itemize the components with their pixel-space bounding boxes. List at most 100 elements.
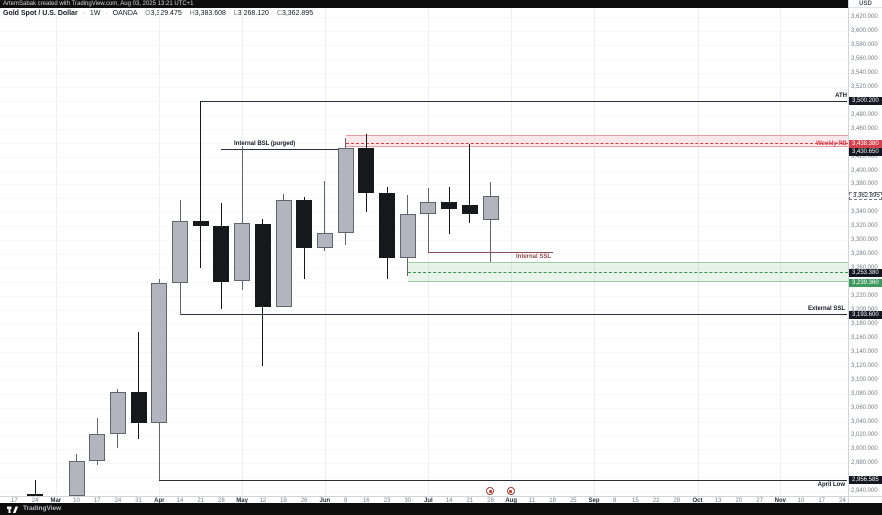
interval-label[interactable]: 1W <box>89 10 101 17</box>
price-tick-label: 3,180.000 <box>851 320 878 327</box>
price-badge-black: 2,956.585 <box>849 475 882 484</box>
time-day-label: 23 <box>383 498 391 504</box>
h-gridline <box>0 128 848 130</box>
april-low-label[interactable]: April Low <box>817 481 845 488</box>
h-gridline <box>0 323 848 325</box>
tradingview-brand-text[interactable]: TradingView <box>23 504 62 512</box>
candle-wick[interactable] <box>448 186 450 234</box>
candle-body[interactable] <box>89 434 106 461</box>
candle-body[interactable] <box>358 148 375 193</box>
time-day-label: 12 <box>259 498 267 504</box>
candle-body[interactable] <box>151 283 168 423</box>
time-day-label: 28 <box>487 498 494 504</box>
internal-ssl-label[interactable]: Internal SSL <box>515 254 551 261</box>
tradingview-logo-icon[interactable] <box>7 505 19 514</box>
candle-body[interactable] <box>109 391 126 435</box>
time-day-label: 8 <box>613 498 617 504</box>
price-tick-label: 3,060.000 <box>851 404 878 411</box>
time-day-label: 22 <box>652 498 660 504</box>
h-gridline <box>0 477 848 479</box>
h-gridline <box>0 393 848 395</box>
time-month-label: Aug <box>505 498 518 504</box>
price-tick-label: 3,020.000 <box>851 432 878 439</box>
weekly-rb-zone-dashed-line[interactable] <box>345 142 848 144</box>
candle-body[interactable] <box>254 224 271 308</box>
candle-body[interactable] <box>130 391 147 423</box>
weekly-rb-label[interactable]: Weekly RB <box>816 140 847 147</box>
price-tick-label: 3,280.000 <box>851 251 878 258</box>
candle-wick[interactable] <box>34 480 36 496</box>
high-value: 3,383.608 <box>194 10 226 17</box>
symbol-info-row[interactable]: Gold Spot / U.S. Dollar · 1W · OANDA O3,… <box>3 10 313 18</box>
h-gridline <box>0 365 848 367</box>
candle-wick[interactable] <box>427 187 429 253</box>
candle-body[interactable] <box>68 460 85 496</box>
price-tick-label: 3,120.000 <box>851 362 878 369</box>
ath-label[interactable]: ATH <box>835 92 847 99</box>
time-day-label: 24 <box>31 498 39 504</box>
candle-body[interactable] <box>399 214 416 259</box>
symbol-title[interactable]: Gold Spot / U.S. Dollar <box>3 10 78 17</box>
price-tick-label: 3,260.000 <box>851 265 878 271</box>
h-gridline <box>0 254 848 256</box>
economic-event-icon[interactable] <box>486 487 494 495</box>
price-axis-border <box>848 0 849 503</box>
candle-body[interactable] <box>482 196 499 220</box>
candle-body[interactable] <box>296 200 313 248</box>
h-gridline <box>0 114 848 116</box>
candle-body[interactable] <box>316 233 333 248</box>
candle-body[interactable] <box>441 201 458 209</box>
time-month-label: Oct <box>692 498 703 504</box>
candle-body[interactable] <box>275 200 292 308</box>
time-day-label: 20 <box>735 498 743 504</box>
candle-body[interactable] <box>337 148 354 234</box>
time-day-label: 17 <box>11 498 18 504</box>
candle-wick[interactable] <box>241 146 243 290</box>
time-day-label: 11 <box>528 498 535 504</box>
candle-body[interactable] <box>420 201 437 215</box>
low-value: 3,268.120 <box>237 10 269 17</box>
weekly-rb-zone[interactable] <box>345 134 848 147</box>
external-ssl-label[interactable]: External SSL <box>807 306 845 313</box>
candle-body[interactable] <box>213 226 230 283</box>
time-day-label: 19 <box>280 498 287 504</box>
external-ssl-line[interactable] <box>180 314 847 316</box>
time-axis-border <box>0 496 882 497</box>
candle-body[interactable] <box>234 222 251 282</box>
internal-bsl-label[interactable]: Internal BSL (purged) <box>234 141 296 148</box>
candle-body[interactable] <box>379 192 395 259</box>
candle-body[interactable] <box>461 205 478 215</box>
currency-label[interactable]: USD <box>849 0 882 8</box>
price-badge-red: 3,438.380 <box>849 139 882 148</box>
time-day-label: 17 <box>93 498 101 504</box>
price-tick-label: 3,080.000 <box>851 390 878 397</box>
candle-wick[interactable] <box>138 332 140 439</box>
attribution-bar: ArtemSabak created with TradingView.com,… <box>0 0 848 8</box>
time-day-label: 9 <box>343 498 348 504</box>
time-day-label: 29 <box>673 498 681 504</box>
h-gridline <box>0 435 848 437</box>
candle-wick[interactable] <box>200 100 202 269</box>
economic-event-icon[interactable] <box>506 487 515 495</box>
price-badge-black: 3,193.600 <box>849 311 882 320</box>
demand-zone-dashed-line[interactable] <box>407 271 848 273</box>
time-day-label: 10 <box>797 498 805 504</box>
attribution-text: ArtemSabak created with TradingView.com,… <box>3 1 194 7</box>
candle-wick[interactable] <box>490 181 491 263</box>
exchange-label[interactable]: OANDA <box>112 10 138 17</box>
candle-body[interactable] <box>172 221 188 284</box>
ath-line[interactable] <box>200 100 847 102</box>
candle-body[interactable] <box>27 494 44 497</box>
v-gridline <box>324 8 326 496</box>
candle-wick[interactable] <box>469 144 471 223</box>
candle-body[interactable] <box>192 221 209 227</box>
price-badge-green: 3,239.360 <box>849 278 882 287</box>
v-gridline <box>159 8 161 496</box>
candle-wick[interactable] <box>324 180 326 251</box>
april-low-line[interactable] <box>159 479 847 481</box>
internal-bsl-line[interactable] <box>221 149 353 151</box>
time-month-label: Sep <box>588 498 600 504</box>
h-gridline <box>0 351 848 353</box>
h-gridline <box>0 296 848 297</box>
